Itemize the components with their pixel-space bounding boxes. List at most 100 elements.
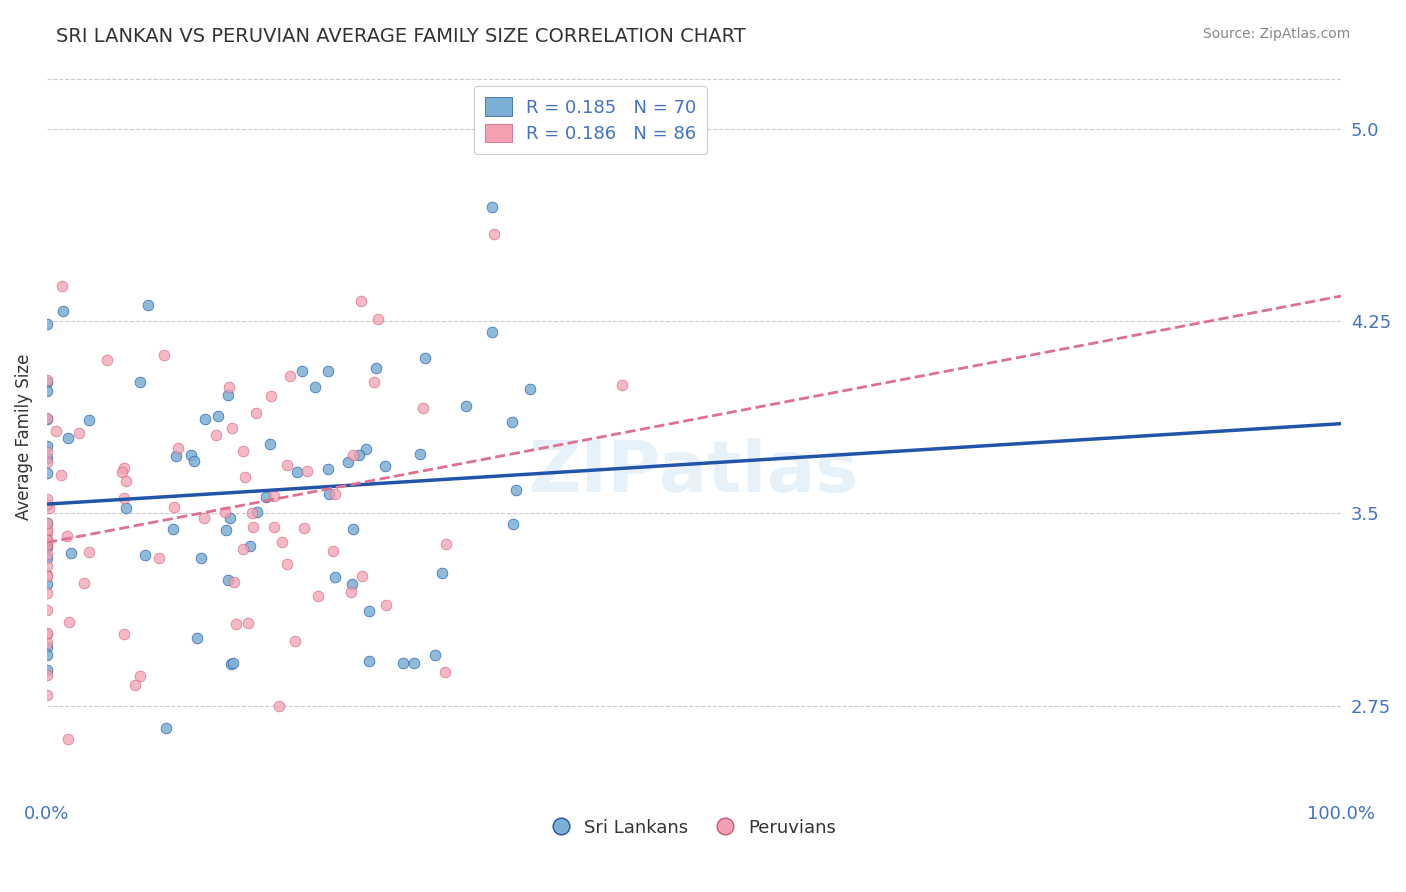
Point <box>56 431 79 445</box>
Point <box>218 379 240 393</box>
Point <box>35 663 58 677</box>
Point <box>304 380 326 394</box>
Point <box>35 688 58 702</box>
Point <box>502 516 524 531</box>
Point <box>232 541 254 556</box>
Point <box>35 625 58 640</box>
Point <box>423 648 446 662</box>
Point <box>352 569 374 583</box>
Point <box>51 468 73 483</box>
Point <box>254 490 277 504</box>
Point <box>35 410 58 425</box>
Point <box>35 547 58 561</box>
Text: ZIPatlas: ZIPatlas <box>529 438 859 507</box>
Point <box>148 550 170 565</box>
Point <box>194 412 217 426</box>
Point <box>454 399 477 413</box>
Point <box>58 615 80 629</box>
Point <box>129 375 152 389</box>
Point <box>180 448 202 462</box>
Y-axis label: Average Family Size: Average Family Size <box>15 353 32 520</box>
Point <box>259 437 281 451</box>
Point <box>318 486 340 500</box>
Point <box>278 369 301 384</box>
Point <box>35 627 58 641</box>
Point <box>35 577 58 591</box>
Point <box>35 558 58 573</box>
Point <box>51 278 73 293</box>
Point <box>357 604 380 618</box>
Point <box>163 500 186 514</box>
Point <box>51 303 73 318</box>
Point <box>217 573 239 587</box>
Point <box>409 447 432 461</box>
Point <box>35 648 58 663</box>
Point <box>347 448 370 462</box>
Point <box>214 504 236 518</box>
Point <box>207 409 229 423</box>
Point <box>307 590 329 604</box>
Point <box>219 657 242 671</box>
Point <box>359 654 381 668</box>
Point <box>236 615 259 630</box>
Point <box>35 640 58 655</box>
Point <box>263 489 285 503</box>
Point <box>434 665 457 680</box>
Point <box>505 483 527 498</box>
Point <box>111 465 134 479</box>
Point <box>291 364 314 378</box>
Point <box>112 461 135 475</box>
Point <box>124 677 146 691</box>
Point <box>482 227 505 241</box>
Point <box>392 656 415 670</box>
Point <box>246 505 269 519</box>
Point <box>402 657 425 671</box>
Point <box>166 441 188 455</box>
Point <box>276 458 298 472</box>
Point <box>35 466 58 480</box>
Point <box>284 634 307 648</box>
Point <box>96 352 118 367</box>
Point <box>222 575 245 590</box>
Point <box>271 534 294 549</box>
Point <box>225 616 247 631</box>
Point <box>77 413 100 427</box>
Point <box>35 445 58 459</box>
Point <box>56 529 79 543</box>
Point <box>285 465 308 479</box>
Point <box>35 516 58 531</box>
Point <box>35 412 58 426</box>
Point <box>316 461 339 475</box>
Point <box>35 586 58 600</box>
Point <box>155 722 177 736</box>
Point <box>323 570 346 584</box>
Point <box>316 363 339 377</box>
Text: SRI LANKAN VS PERUVIAN AVERAGE FAMILY SIZE CORRELATION CHART: SRI LANKAN VS PERUVIAN AVERAGE FAMILY SI… <box>56 27 747 45</box>
Point <box>322 544 344 558</box>
Point <box>35 384 58 399</box>
Point <box>221 421 243 435</box>
Point <box>38 501 60 516</box>
Point <box>115 474 138 488</box>
Point <box>354 442 377 456</box>
Point <box>73 575 96 590</box>
Point <box>136 298 159 312</box>
Point <box>323 487 346 501</box>
Point <box>374 458 396 473</box>
Point <box>481 200 503 214</box>
Point <box>374 598 396 612</box>
Point <box>415 351 437 365</box>
Point <box>260 389 283 403</box>
Point <box>35 569 58 583</box>
Point <box>519 382 541 396</box>
Point <box>240 506 263 520</box>
Point <box>112 627 135 641</box>
Point <box>35 375 58 389</box>
Point <box>59 547 82 561</box>
Point <box>35 516 58 531</box>
Point <box>205 427 228 442</box>
Point <box>340 576 363 591</box>
Point <box>35 497 58 511</box>
Point <box>35 668 58 682</box>
Point <box>186 631 208 645</box>
